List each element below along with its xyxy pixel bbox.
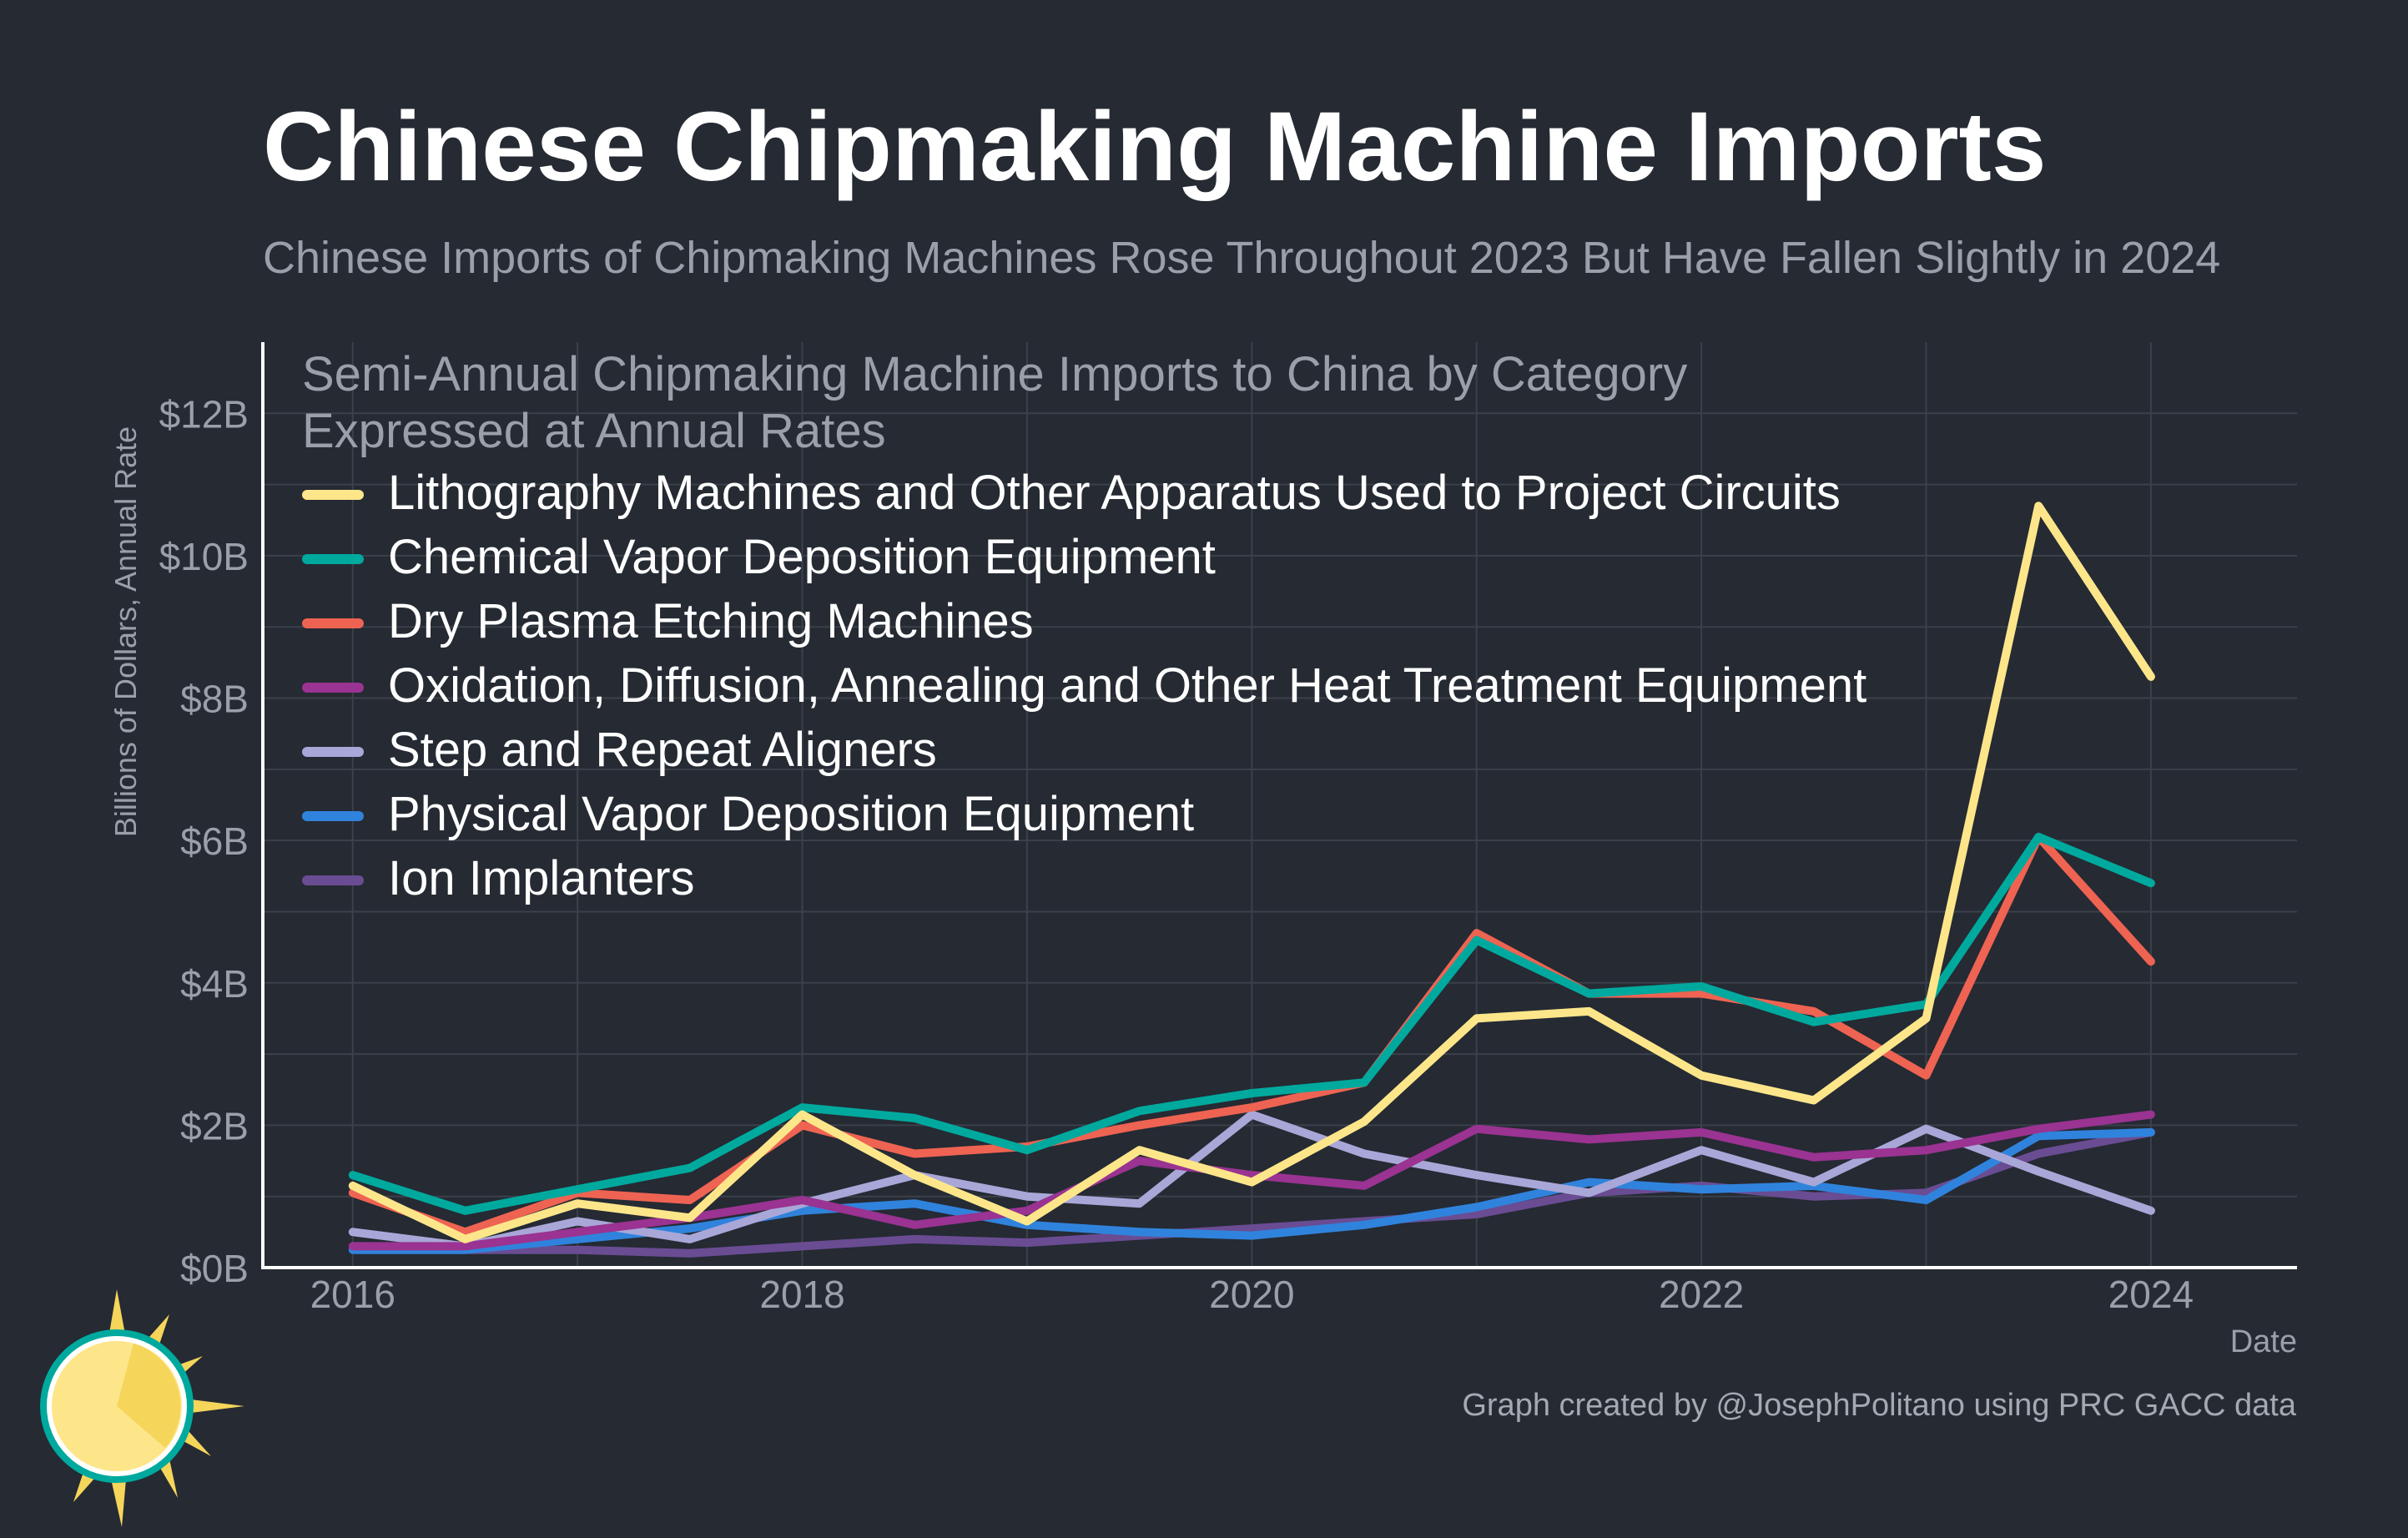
legend-entry: Physical Vapor Deposition Equipment — [302, 787, 1194, 841]
grid-lines — [263, 342, 2297, 1268]
legend-label: Oxidation, Diffusion, Annealing and Othe… — [388, 658, 1866, 713]
series-line — [348, 832, 2155, 1237]
series-line — [348, 832, 2155, 1215]
legend-entry: Oxidation, Diffusion, Annealing and Othe… — [302, 658, 1866, 713]
sun-logo-icon — [40, 1289, 244, 1527]
legend-label: Ion Implanters — [388, 851, 695, 905]
series-line — [348, 502, 2155, 1243]
legend: Lithography Machines and Other Apparatus… — [302, 466, 1866, 905]
y-tick-labels: $0B $2B $4B $6B $8B $10B $12B — [159, 392, 249, 1290]
chart-annotation: Semi-Annual Chipmaking Machine Imports t… — [302, 347, 1687, 458]
legend-label: Dry Plasma Etching Machines — [388, 594, 1034, 648]
x-tick-label: 2020 — [1209, 1273, 1294, 1316]
x-tick-labels: 2016 2018 2020 2022 2024 — [310, 1273, 2194, 1316]
x-tick-label: 2016 — [310, 1273, 395, 1316]
legend-entry: Chemical Vapor Deposition Equipment — [302, 530, 1216, 584]
series-line — [348, 1110, 2155, 1251]
y-axis-label: Billions of Dollars, Annual Rate — [108, 426, 143, 837]
legend-label: Chemical Vapor Deposition Equipment — [388, 530, 1216, 584]
y-tick-label: $2B — [180, 1104, 249, 1147]
chart-title: Chinese Chipmaking Machine Imports — [263, 92, 2047, 202]
axes — [261, 342, 2297, 1269]
legend-entry: Step and Repeat Aligners — [302, 723, 937, 777]
y-tick-label: $12B — [159, 392, 249, 436]
series-line — [348, 1110, 2155, 1251]
y-tick-label: $4B — [180, 962, 249, 1006]
y-tick-label: $10B — [159, 535, 249, 578]
legend-label: Lithography Machines and Other Apparatus… — [388, 466, 1841, 520]
y-tick-label: $6B — [180, 819, 249, 863]
y-tick-label: $8B — [180, 678, 249, 721]
legend-entry: Dry Plasma Etching Machines — [302, 594, 1034, 648]
chart-subtitle: Chinese Imports of Chipmaking Machines R… — [263, 233, 2221, 283]
annotation-line-2: Expressed at Annual Rates — [302, 404, 886, 458]
x-axis-label: Date — [2230, 1324, 2297, 1359]
source-credit: Graph created by @JosephPolitano using P… — [1462, 1388, 2296, 1423]
x-tick-label: 2022 — [1659, 1273, 1744, 1316]
x-tick-label: 2018 — [759, 1273, 844, 1316]
legend-label: Step and Repeat Aligners — [388, 723, 937, 777]
series-line — [348, 1127, 2155, 1258]
annotation-line-1: Semi-Annual Chipmaking Machine Imports t… — [302, 347, 1687, 401]
x-tick-label: 2024 — [2108, 1273, 2194, 1316]
legend-entry: Ion Implanters — [302, 851, 695, 905]
y-tick-label: $0B — [180, 1247, 249, 1290]
legend-label: Physical Vapor Deposition Equipment — [388, 787, 1194, 841]
legend-entry: Lithography Machines and Other Apparatus… — [302, 466, 1841, 520]
series-lines — [348, 502, 2155, 1258]
